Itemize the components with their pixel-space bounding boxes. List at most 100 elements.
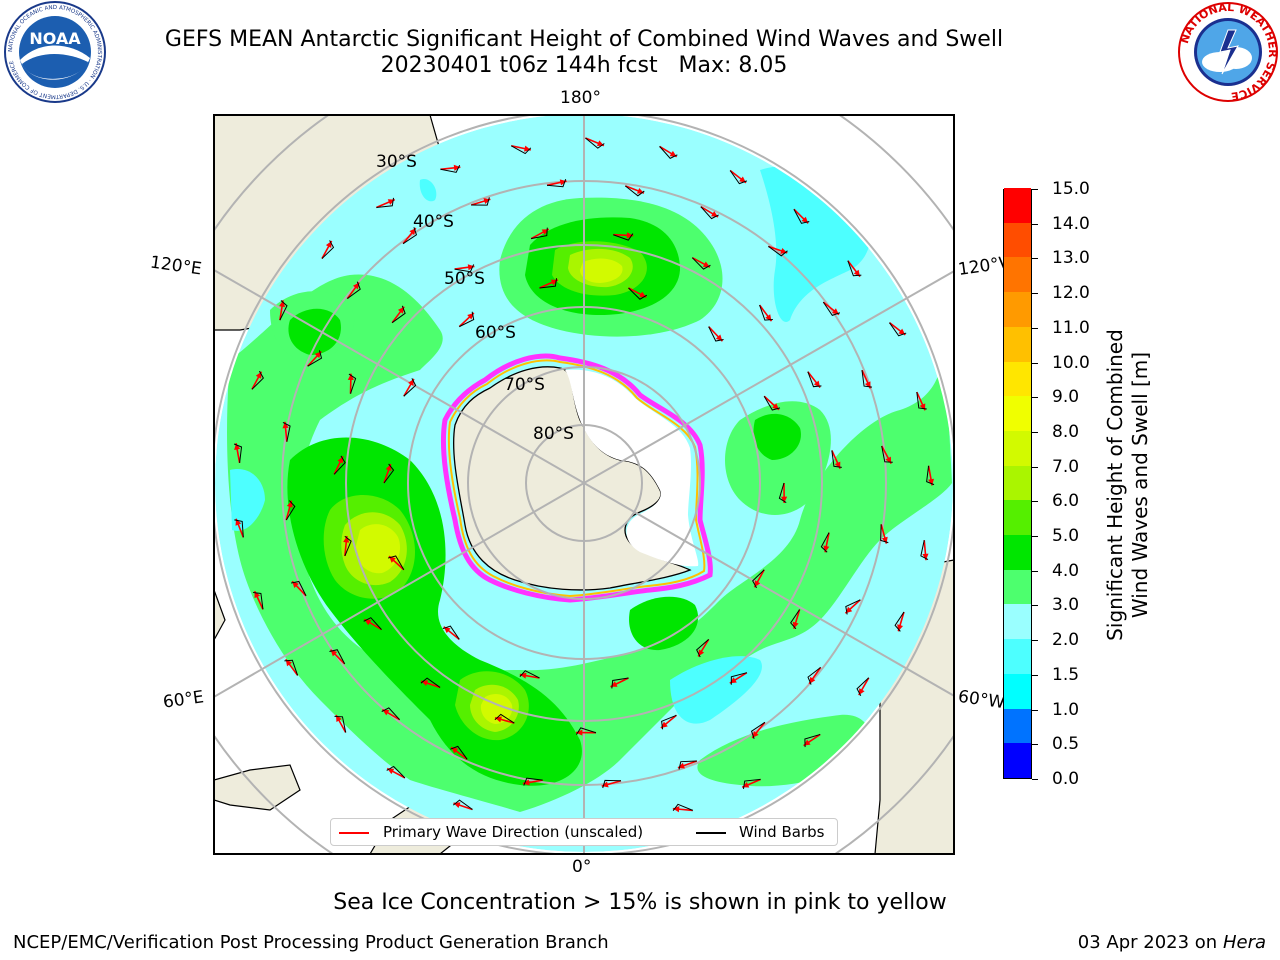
noaa-logo: NOAA NATIONAL OCEANIC AND ATMOSPHERIC AD… — [4, 1, 106, 103]
colorbar-tick-label: 4.0 — [1052, 560, 1080, 581]
colorbar-segment — [1004, 187, 1031, 223]
wind-barb — [251, 370, 264, 390]
colorbar-segment — [1004, 742, 1031, 778]
wind-barb — [420, 677, 441, 688]
colorbar-tick-label: 6.0 — [1052, 491, 1080, 512]
colorbar-segment — [1004, 326, 1031, 362]
wind-barb — [450, 745, 468, 760]
colorbar-tick — [1032, 223, 1038, 225]
colorbar-tick — [1032, 397, 1038, 399]
wind-barb — [628, 287, 648, 300]
wave-arrowhead — [364, 619, 372, 626]
wind-barb — [576, 727, 597, 735]
run-date: 03 Apr 2023 on Hera — [1078, 932, 1266, 953]
wind-barb — [329, 649, 346, 665]
wind-barb — [321, 240, 335, 259]
legend-barb-swatch — [696, 832, 726, 834]
wind-barb — [804, 733, 821, 748]
colorbar-tick-label: 3.0 — [1052, 595, 1080, 616]
wind-barb — [822, 301, 841, 316]
wind-barb — [285, 500, 296, 521]
colorbar-tick — [1032, 605, 1038, 607]
lat-label-80s: 80°S — [533, 424, 574, 444]
wind-barb — [729, 170, 748, 185]
wind-barb — [894, 611, 905, 632]
colorbar-segment — [1004, 499, 1031, 536]
wave-arrowhead — [669, 150, 677, 157]
wind-barb — [752, 569, 765, 589]
wave-arrowhead — [408, 378, 414, 386]
wind-barb — [661, 714, 677, 730]
lat-label-70s: 70°S — [504, 375, 545, 395]
wave-arrowhead — [451, 747, 459, 754]
colorbar-segment — [1004, 708, 1031, 744]
wind-barb — [678, 760, 697, 770]
wave-arrowhead — [702, 261, 710, 268]
colorbar-tick — [1032, 779, 1038, 780]
wave-arrowhead — [325, 241, 332, 249]
legend-wave-label: Primary Wave Direction (unscaled) — [383, 823, 644, 841]
wave-arrowhead — [330, 649, 338, 657]
wind-barb — [700, 206, 719, 220]
wave-arrowhead — [443, 626, 451, 634]
map-frame — [213, 114, 955, 855]
colorbar-tick — [1032, 327, 1038, 329]
wind-barb — [530, 227, 548, 240]
graticule — [214, 115, 954, 854]
wave-arrowhead — [639, 291, 647, 298]
wind-barb — [376, 197, 395, 208]
wind-barb — [672, 803, 693, 812]
colorbar-tick — [1032, 674, 1038, 676]
wave-arrowhead — [801, 216, 809, 224]
wind-barb — [459, 311, 475, 328]
wind-barb — [290, 580, 307, 597]
wave-arrowhead — [781, 496, 788, 503]
wave-arrowhead — [409, 228, 416, 235]
wave-arrowhead — [672, 806, 680, 813]
colorbar-tick-label: 10.0 — [1052, 352, 1090, 373]
wind-barb — [333, 455, 346, 475]
wind-barb — [750, 721, 766, 739]
wind-barb — [856, 677, 870, 697]
colorbar-tick-label: 12.0 — [1052, 283, 1090, 304]
wind-barb — [348, 373, 357, 394]
wind-barb — [820, 532, 830, 553]
colorbar-tick-label: 14.0 — [1052, 213, 1090, 234]
colorbar-segment — [1004, 673, 1031, 709]
wind-barb — [768, 245, 788, 257]
wind-barb — [391, 305, 406, 324]
lat-label-30s: 30°S — [376, 152, 417, 172]
colorbar-tick — [1032, 189, 1038, 190]
wind-barb — [363, 617, 382, 630]
wind-barb — [611, 677, 629, 689]
wave-arrowhead — [754, 580, 761, 588]
wind-barb — [602, 779, 621, 789]
wind-barb — [381, 707, 401, 721]
colorbar-tick — [1032, 362, 1038, 364]
wind-barb — [625, 185, 645, 197]
colorbar-tick-label: 0.5 — [1052, 734, 1080, 755]
colorbar-tick — [1032, 709, 1038, 711]
wave-direction-arrows — [233, 137, 935, 834]
wave-arrowhead — [382, 709, 390, 716]
wind-barb — [742, 778, 761, 790]
wind-barb — [880, 524, 889, 544]
wind-barb — [386, 765, 406, 779]
wind-barb — [234, 519, 244, 538]
wind-barb — [511, 145, 532, 155]
wave-arrowhead — [337, 456, 343, 464]
colorbar-segment — [1004, 534, 1031, 570]
wave-arrowhead — [711, 211, 719, 217]
wind-barb — [696, 638, 710, 658]
wind-barb — [793, 208, 810, 224]
wind-barb — [613, 233, 634, 241]
wind-barb — [759, 304, 773, 321]
wave-arrowhead — [389, 556, 396, 563]
wave-arrowhead — [453, 164, 461, 171]
wave-arrowhead — [353, 282, 360, 290]
colorbar-segment — [1004, 430, 1031, 466]
chart-subtitle: 20230401 t06z 144h fcst Max: 8.05 — [380, 53, 788, 78]
wave-arrowhead — [626, 232, 634, 239]
colorbar-tick-label: 1.0 — [1052, 699, 1080, 720]
lat-label-60s: 60°S — [475, 323, 516, 343]
